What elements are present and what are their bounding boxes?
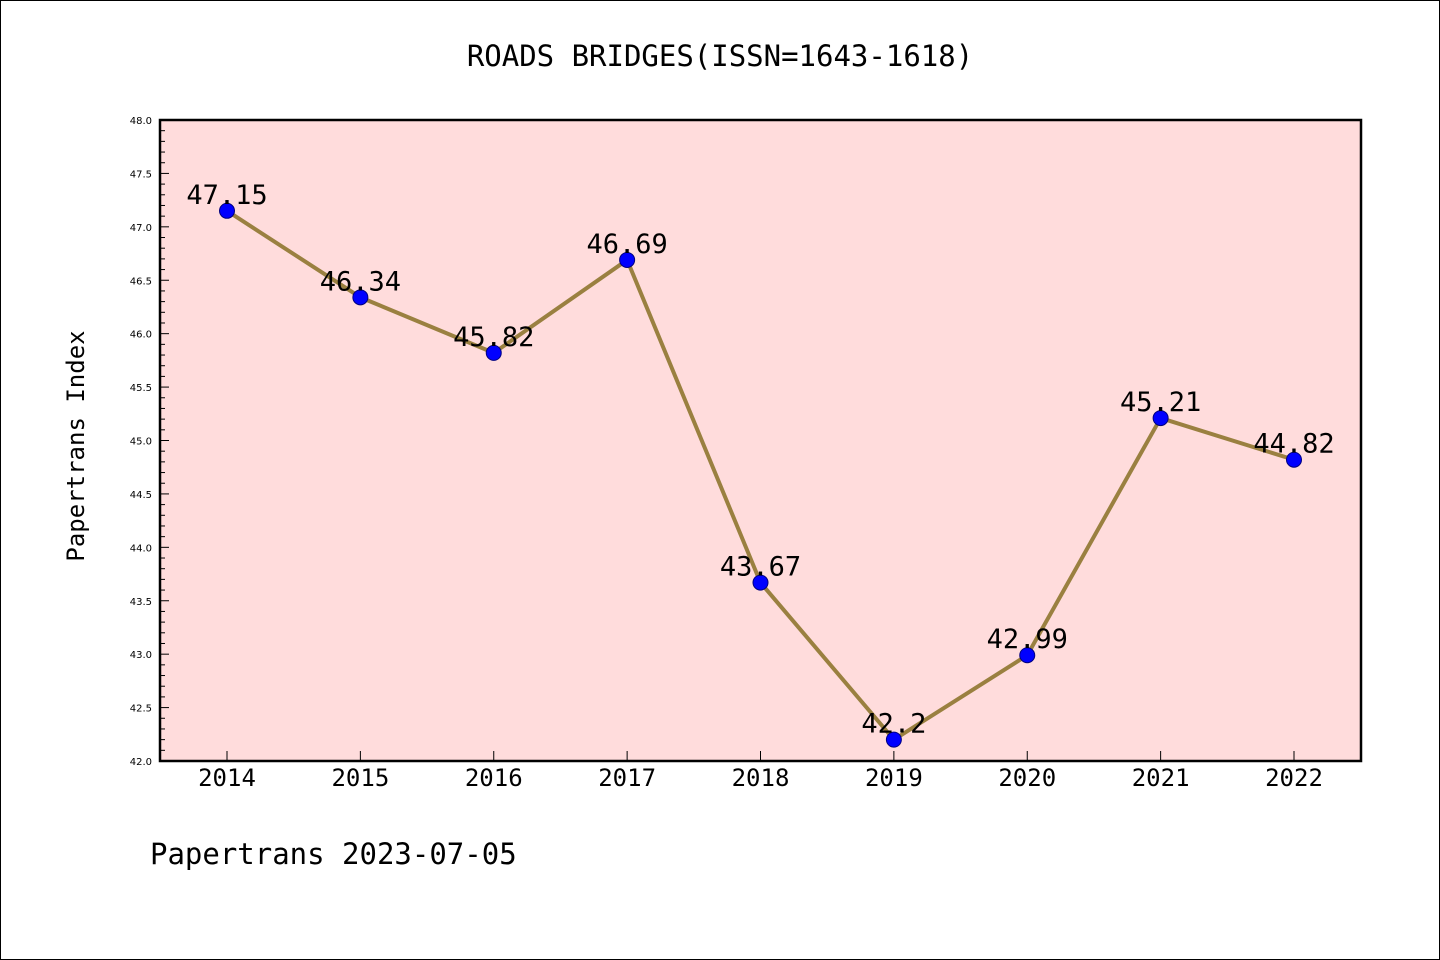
x-tick-label: 2014 (198, 764, 256, 792)
data-label: 47.15 (186, 180, 267, 211)
y-tick-label: 47.0 (130, 223, 152, 234)
x-axis-ticks: 2014 2015 2016 2017 2018 2019 2020 2021 2022 (198, 751, 1323, 792)
x-tick-label: 2017 (598, 764, 656, 792)
data-point (619, 251, 636, 268)
series-group (219, 202, 1302, 748)
data-labels: 47.15 46.34 45.82 46.69 43.67 42.2 42.99 45.21 4… (186, 180, 1334, 740)
chart-title: ROADS BRIDGES(ISSN=1643-1618) (467, 39, 973, 73)
data-point (219, 202, 235, 219)
data-label: 42.99 (987, 624, 1068, 655)
data-point (485, 344, 502, 361)
data-label: 46.34 (320, 266, 401, 297)
data-label: 45.21 (1120, 387, 1201, 418)
data-point (1152, 410, 1169, 427)
x-tick-label: 2019 (865, 764, 923, 792)
data-point (885, 731, 902, 748)
y-tick-label: 46.5 (130, 276, 152, 287)
data-label: 43.67 (720, 552, 801, 583)
data-point (752, 574, 769, 591)
x-tick-label: 2022 (1265, 764, 1323, 792)
y-tick-label: 43.5 (130, 597, 152, 608)
footer-credit: Papertrans 2023-07-05 (150, 837, 517, 871)
data-label: 46.69 (586, 229, 667, 260)
y-tick-label: 45.0 (130, 437, 152, 448)
y-tick-label: 46.0 (130, 330, 152, 341)
data-label: 42.2 (861, 709, 926, 740)
x-tick-label: 2015 (331, 764, 389, 792)
y-tick-label: 45.5 (130, 383, 152, 394)
data-label: 45.82 (453, 322, 534, 353)
x-tick-label: 2020 (998, 764, 1056, 792)
plot-area (160, 120, 1361, 761)
data-label: 44.82 (1253, 429, 1334, 460)
y-tick-label: 44.0 (130, 543, 152, 554)
y-tick-label: 44.5 (130, 490, 152, 501)
plot-border (158, 118, 1363, 763)
data-point (352, 289, 369, 306)
data-point (1019, 647, 1036, 664)
x-tick-label: 2018 (732, 764, 790, 792)
y-tick-label: 48.0 (130, 116, 152, 127)
y-tick-label: 47.5 (130, 169, 152, 180)
y-tick-label: 42.5 (130, 704, 152, 715)
y-axis-label: Papertrans Index (62, 330, 90, 561)
y-tick-label: 43.0 (130, 650, 152, 661)
data-point (1286, 451, 1302, 468)
y-tick-label: 42.0 (130, 757, 152, 768)
x-tick-label: 2021 (1132, 764, 1190, 792)
x-tick-label: 2016 (465, 764, 523, 792)
